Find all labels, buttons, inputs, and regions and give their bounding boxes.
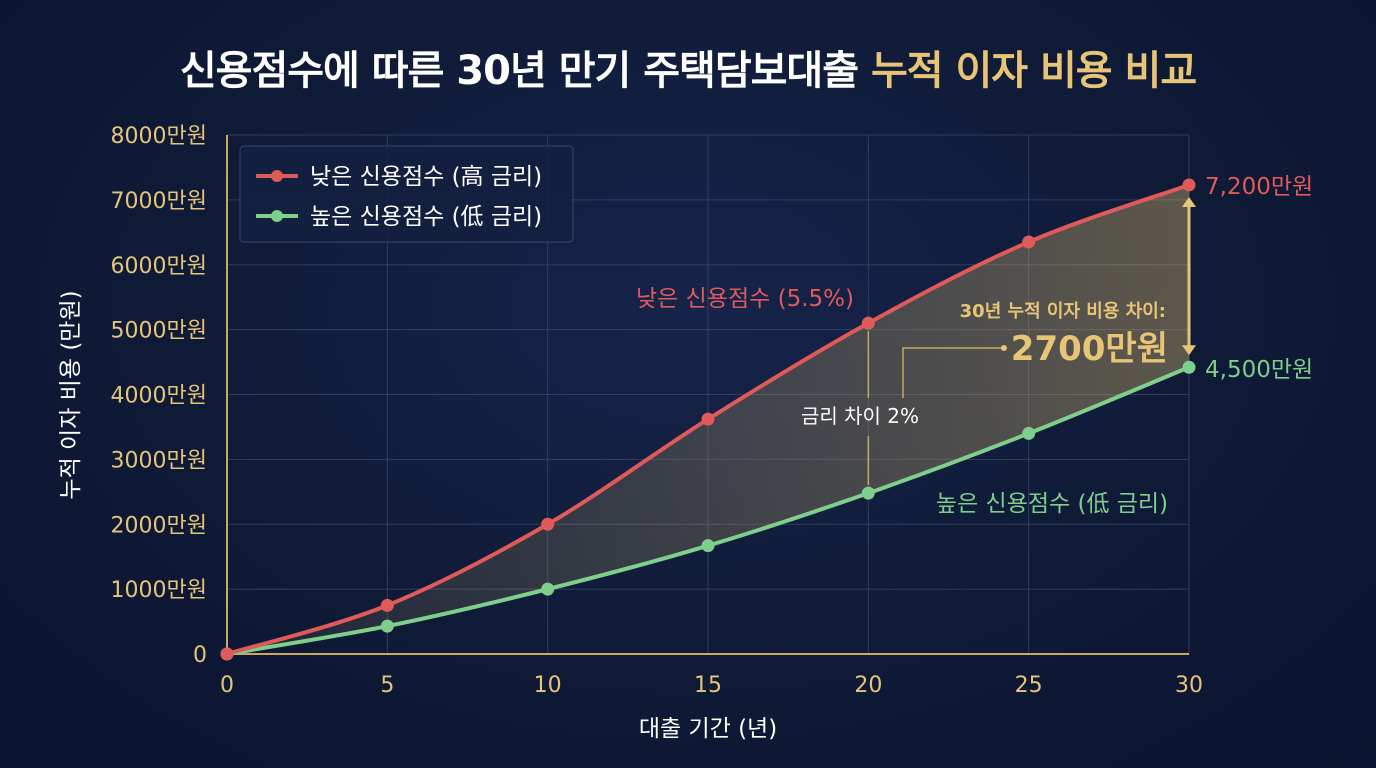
- data-point-low-rate: [1022, 426, 1036, 440]
- y-tick-label: 5000만원: [111, 319, 207, 344]
- data-point-high-rate: [541, 517, 555, 531]
- diff-leader-line: [902, 347, 1002, 398]
- x-tick-label: 20: [854, 673, 882, 698]
- data-point-low-rate: [701, 539, 715, 553]
- y-tick-label: 2000만원: [111, 513, 207, 538]
- legend-label-green: 높은 신용점수 (低 금리): [310, 204, 542, 230]
- legend-marker-red: [271, 170, 283, 182]
- data-point-high-rate: [380, 598, 394, 612]
- x-tick-label: 25: [1015, 673, 1043, 698]
- legend-box: [239, 145, 574, 243]
- x-tick-label: 30: [1175, 673, 1203, 698]
- diff-leader-dot: [1001, 345, 1007, 351]
- data-point-high-rate: [861, 316, 875, 330]
- y-tick-label: 7000만원: [111, 189, 207, 214]
- x-axis-label: 대출 기간 (년): [639, 716, 777, 742]
- x-tick-label: 5: [380, 673, 394, 698]
- x-tick-label: 15: [694, 673, 722, 698]
- x-tick-label: 0: [220, 673, 234, 698]
- diff-value: 2700만원: [1011, 329, 1168, 369]
- data-point-high-rate: [701, 412, 715, 426]
- data-point-high-rate: [1182, 178, 1196, 192]
- chart-title: 신용점수에 따른 30년 만기 주택담보대출 누적 이자 비용 비교: [0, 38, 1376, 96]
- data-point-high-rate: [1022, 235, 1036, 249]
- end-value-high: 7,200만원: [1205, 174, 1313, 200]
- x-tick-label: 10: [534, 673, 562, 698]
- y-tick-label: 6000만원: [111, 254, 207, 279]
- data-point-low-rate: [861, 486, 875, 500]
- legend: 낮은 신용점수 (高 금리) 높은 신용점수 (低 금리): [239, 145, 574, 243]
- diff-arrow-head-down: [1182, 345, 1196, 356]
- diff-arrow-head-up: [1182, 196, 1196, 207]
- series-points: [220, 178, 1196, 661]
- data-point-low-rate: [380, 619, 394, 633]
- y-tick-label: 4000만원: [111, 384, 207, 409]
- data-point-low-rate: [541, 582, 555, 596]
- high-rate-label: 낮은 신용점수 (5.5%): [636, 286, 854, 312]
- y-tick-label: 3000만원: [111, 448, 207, 473]
- data-point-high-rate: [220, 647, 234, 661]
- legend-label-red: 낮은 신용점수 (高 금리): [310, 164, 542, 190]
- x-tick-labels: 0 5 10 15 20 25 30: [220, 673, 1203, 698]
- y-tick-label: 8000만원: [111, 124, 207, 149]
- y-tick-labels: 0 1000만원 2000만원 3000만원 4000만원 5000만원 6000만원 700…: [111, 124, 207, 668]
- legend-marker-green: [271, 210, 283, 222]
- diff-caption: 30년 누적 이자 비용 차이:: [960, 301, 1166, 322]
- rate-gap-label: 금리 차이 2%: [801, 404, 919, 428]
- title-main: 신용점수에 따른 30년 만기 주택담보대출: [179, 48, 871, 94]
- axes: [226, 135, 1189, 655]
- y-tick-label: 1000만원: [111, 578, 207, 603]
- low-rate-label: 높은 신용점수 (低 금리): [936, 491, 1168, 517]
- y-tick-label: 0: [193, 643, 207, 668]
- title-accent: 누적 이자 비용 비교: [870, 48, 1197, 94]
- annotation-lines: [867, 196, 1196, 486]
- end-value-low: 4,500만원: [1205, 357, 1313, 383]
- data-point-low-rate: [1182, 360, 1196, 374]
- y-axis-label: 누적 이자 비용 (만원): [58, 290, 84, 499]
